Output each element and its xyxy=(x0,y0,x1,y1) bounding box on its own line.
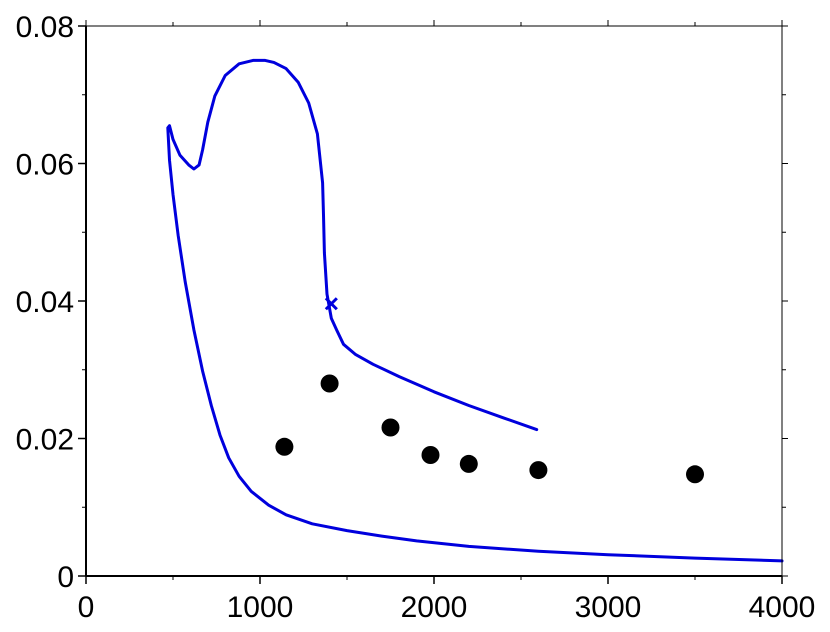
x-tick-label: 0 xyxy=(78,591,95,624)
x-tick-label: 2000 xyxy=(401,591,468,624)
data-point xyxy=(421,446,440,464)
data-point xyxy=(320,374,339,393)
data-point xyxy=(686,465,704,484)
x-tick-label: 1000 xyxy=(227,591,294,624)
y-tick-label: 0 xyxy=(57,561,74,594)
labels-layer: 0 1000 2000 3000 4000 0 0.02 0.04 0.06 0.08 xyxy=(16,11,816,624)
y-tick-label: 0.08 xyxy=(16,11,74,44)
data-point xyxy=(529,461,548,480)
y-tick-label: 0.06 xyxy=(16,149,74,182)
curve-layer xyxy=(166,58,784,563)
points-layer xyxy=(275,374,704,484)
y-tick-label: 0.04 xyxy=(16,286,74,319)
data-point xyxy=(275,437,294,456)
y-tick-label: 0.02 xyxy=(16,424,74,457)
data-point xyxy=(381,418,400,437)
x-tick-label: 3000 xyxy=(575,591,642,624)
x-marker-stroke xyxy=(324,297,338,311)
data-point xyxy=(459,454,478,473)
curve-series-line xyxy=(166,58,784,563)
x-tick-label: 4000 xyxy=(749,591,816,624)
x-marker xyxy=(324,297,338,311)
axes-layer xyxy=(78,20,788,584)
